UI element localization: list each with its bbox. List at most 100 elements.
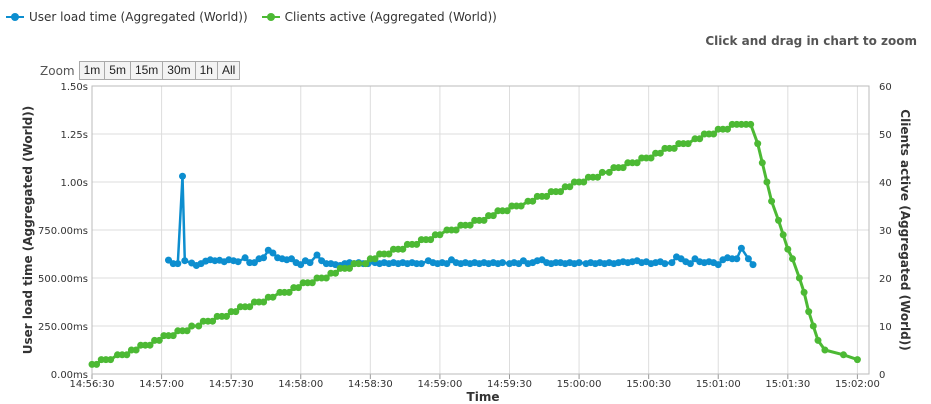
data-point[interactable] — [744, 255, 752, 263]
data-point[interactable] — [668, 259, 676, 267]
data-point[interactable] — [246, 303, 254, 311]
data-point[interactable] — [181, 257, 189, 265]
data-point[interactable] — [575, 259, 583, 267]
data-point[interactable] — [297, 261, 305, 269]
data-point[interactable] — [758, 159, 766, 167]
data-point[interactable] — [805, 308, 813, 316]
data-point[interactable] — [288, 255, 295, 263]
data-point[interactable] — [754, 140, 762, 148]
data-point[interactable] — [399, 245, 407, 253]
data-point[interactable] — [427, 236, 435, 244]
data-point[interactable] — [234, 258, 242, 266]
zoom-button-all[interactable]: All — [216, 61, 241, 80]
data-point[interactable] — [633, 159, 641, 167]
data-point[interactable] — [260, 254, 268, 262]
zoom-button-1h[interactable]: 1h — [194, 61, 218, 80]
data-point[interactable] — [499, 259, 506, 267]
data-point[interactable] — [169, 332, 177, 340]
data-point[interactable] — [684, 140, 692, 148]
data-point[interactable] — [800, 288, 808, 296]
data-point[interactable] — [223, 312, 230, 320]
data-point[interactable] — [269, 249, 277, 257]
data-point[interactable] — [853, 356, 861, 364]
data-point[interactable] — [779, 231, 787, 239]
data-point[interactable] — [436, 231, 444, 239]
data-point[interactable] — [543, 192, 551, 200]
data-point[interactable] — [294, 284, 302, 292]
data-point[interactable] — [696, 135, 704, 143]
data-point[interactable] — [710, 130, 718, 138]
data-point[interactable] — [322, 274, 330, 282]
data-point[interactable] — [809, 322, 817, 330]
legend-item-user-load-time[interactable]: User load time (Aggregated (World)) — [6, 10, 248, 24]
data-point[interactable] — [417, 260, 425, 268]
data-point[interactable] — [123, 351, 131, 359]
data-point[interactable] — [566, 183, 574, 191]
zoom-button-5m[interactable]: 5m — [104, 61, 131, 80]
data-point[interactable] — [670, 144, 678, 152]
data-point[interactable] — [733, 255, 741, 263]
data-point[interactable] — [656, 149, 664, 157]
data-point[interactable] — [188, 322, 196, 330]
data-point[interactable] — [714, 261, 722, 269]
data-point[interactable] — [814, 336, 822, 344]
data-point[interactable] — [605, 168, 613, 176]
data-point[interactable] — [195, 322, 203, 330]
data-point[interactable] — [269, 293, 277, 301]
data-point[interactable] — [306, 259, 314, 267]
data-point[interactable] — [183, 327, 191, 335]
data-point[interactable] — [466, 221, 474, 229]
data-point[interactable] — [232, 308, 240, 316]
data-point[interactable] — [308, 279, 316, 287]
data-point[interactable] — [686, 260, 694, 268]
zoom-button-30m[interactable]: 30m — [162, 61, 196, 80]
data-point[interactable] — [107, 356, 115, 364]
data-point[interactable] — [489, 212, 497, 220]
data-point[interactable] — [250, 259, 258, 267]
data-point[interactable] — [346, 264, 353, 272]
data-point[interactable] — [749, 261, 757, 269]
data-point[interactable] — [661, 260, 669, 268]
data-point[interactable] — [155, 336, 163, 344]
data-point[interactable] — [724, 125, 731, 133]
data-point[interactable] — [443, 260, 451, 268]
data-point[interactable] — [146, 341, 154, 349]
data-point[interactable] — [580, 178, 588, 186]
data-point[interactable] — [285, 288, 293, 296]
legend-item-clients-active[interactable]: Clients active (Aggregated (World)) — [261, 10, 497, 24]
data-point[interactable] — [480, 216, 488, 224]
data-point[interactable] — [313, 251, 321, 259]
data-point[interactable] — [179, 172, 186, 180]
data-point[interactable] — [371, 255, 379, 263]
data-point[interactable] — [209, 317, 217, 325]
data-point[interactable] — [647, 154, 655, 162]
data-point[interactable] — [355, 260, 363, 268]
zoom-button-1m[interactable]: 1m — [78, 61, 106, 80]
data-point[interactable] — [413, 240, 421, 248]
data-point[interactable] — [775, 216, 782, 224]
data-point[interactable] — [385, 250, 393, 258]
data-point[interactable] — [332, 269, 339, 277]
data-point[interactable] — [784, 245, 792, 253]
data-point[interactable] — [174, 260, 182, 268]
data-point[interactable] — [260, 298, 268, 306]
data-point[interactable] — [598, 168, 606, 176]
data-point[interactable] — [594, 173, 602, 181]
data-point[interactable] — [517, 202, 525, 210]
data-point[interactable] — [503, 207, 511, 215]
data-point[interactable] — [763, 178, 771, 186]
data-point[interactable] — [821, 346, 829, 354]
data-point[interactable] — [789, 255, 796, 263]
zoom-button-15m[interactable]: 15m — [129, 61, 164, 80]
data-point[interactable] — [93, 360, 101, 368]
data-point[interactable] — [737, 244, 745, 252]
data-point[interactable] — [362, 260, 370, 268]
data-point[interactable] — [768, 197, 776, 205]
data-point[interactable] — [557, 188, 564, 196]
data-point[interactable] — [132, 346, 140, 354]
data-point[interactable] — [241, 254, 249, 262]
data-point[interactable] — [529, 197, 537, 205]
data-point[interactable] — [747, 120, 755, 128]
data-point[interactable] — [619, 164, 627, 172]
